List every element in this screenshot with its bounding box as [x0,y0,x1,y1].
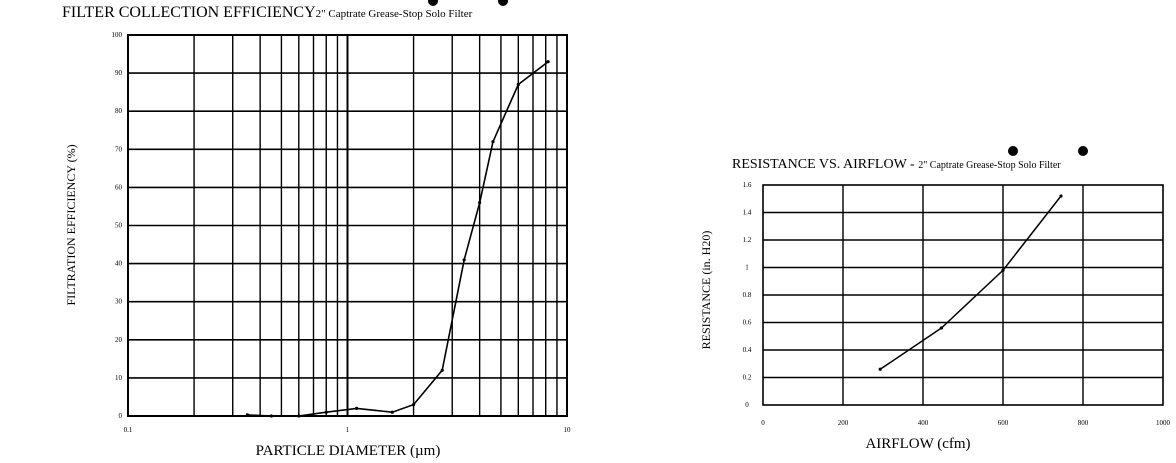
efficiency-title-dot-icon [428,0,438,6]
data-point [269,414,273,418]
efficiency-y-axis-label: FILTRATION EFFICIENCY (%) [64,144,78,305]
x-tick-label: 0.1 [124,426,133,434]
y-tick-label: 0.4 [743,346,752,354]
data-point [491,140,495,144]
resistance-y-axis-label: RESISTANCE (in. H20) [699,231,713,350]
data-point [546,60,550,64]
y-tick-label: 30 [115,298,123,306]
y-tick-label: 60 [115,183,123,191]
y-tick-label: 1.2 [743,236,752,244]
resistance-series [878,194,1063,371]
data-point [411,402,416,407]
y-tick-label: 1 [745,264,749,272]
y-tick-label: 50 [115,222,123,230]
x-tick-label: 800 [1078,419,1089,427]
efficiency-title-dot-icon [498,0,508,6]
y-tick-label: 0.8 [743,291,752,299]
resistance-chart: RESISTANCE VS. AIRFLOW - 2" Captrate Gre… [699,146,1171,452]
efficiency-title-sub: 2" Captrate Grease-Stop Solo Filter [316,8,473,20]
data-point [478,201,482,205]
efficiency-x-ticks: 0.1 1 10 [124,426,571,434]
resistance-title-main: RESISTANCE VS. AIRFLOW - [732,157,918,172]
x-tick-label: 1000 [1156,419,1171,427]
x-tick-label: 1 [346,426,350,434]
data-point [462,258,466,262]
y-tick-label: 1.4 [743,209,752,217]
data-point [245,413,250,417]
efficiency-chart-title: FILTER COLLECTION EFFICIENCY2" Captrate … [62,4,473,21]
x-tick-label: 0 [761,419,765,427]
series-line [247,61,549,417]
x-tick-label: 400 [918,419,929,427]
x-tick-label: 200 [838,419,849,427]
efficiency-grid [127,34,568,417]
resistance-title-dot-icon [1078,146,1088,156]
data-point [1059,194,1063,198]
plot-frame [127,34,568,417]
y-tick-label: 70 [115,145,123,153]
resistance-title-dot-icon [1008,146,1018,156]
data-point [939,326,944,330]
data-point [390,410,394,414]
x-tick-label: 600 [998,419,1009,427]
y-tick-label: 90 [115,69,123,77]
plot-frame [762,184,1164,406]
series-line [879,195,1062,370]
efficiency-chart: FILTER COLLECTION EFFICIENCY2" Captrate … [62,0,571,459]
data-point [440,368,444,372]
resistance-chart-title: RESISTANCE VS. AIRFLOW - 2" Captrate Gre… [732,157,1061,172]
resistance-grid [762,184,1164,406]
y-tick-label: 0 [745,401,749,409]
y-tick-label: 10 [115,374,123,382]
y-tick-label: 80 [115,107,123,115]
resistance-x-ticks: 0 200 400 600 800 1000 [761,419,1170,427]
resistance-y-ticks: 0 0.2 0.4 0.6 0.8 1 1.2 1.4 1.6 [743,181,752,409]
y-tick-label: 100 [112,31,123,39]
y-tick-label: 40 [115,260,123,268]
efficiency-series [245,60,550,418]
y-tick-label: 1.6 [743,181,752,189]
resistance-title-sub: 2" Captrate Grease-Stop Solo Filter [918,160,1061,171]
data-point [324,410,328,414]
data-point [354,406,359,410]
resistance-x-axis-label: AIRFLOW (cfm) [865,436,970,452]
y-tick-label: 0.2 [743,374,752,382]
y-tick-label: 0 [119,412,123,420]
data-point [1001,268,1005,272]
x-tick-label: 10 [564,426,572,434]
y-tick-label: 0.6 [743,319,752,327]
y-tick-label: 20 [115,336,123,344]
data-point [878,367,882,371]
data-point [516,82,520,87]
data-point [297,414,301,418]
efficiency-x-axis-label: PARTICLE DIAMETER (µm) [256,443,441,459]
efficiency-title-main: FILTER COLLECTION EFFICIENCY [62,4,316,21]
efficiency-y-ticks: 0 10 20 30 40 50 60 70 80 90 100 [112,31,123,420]
